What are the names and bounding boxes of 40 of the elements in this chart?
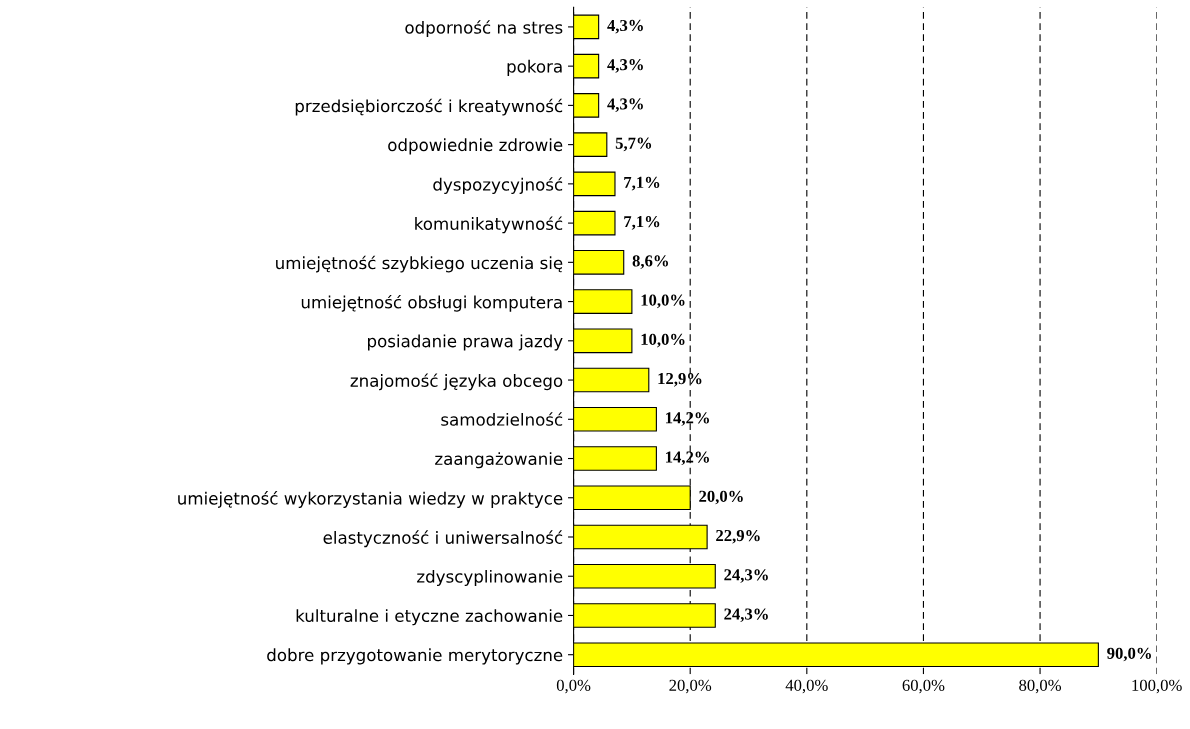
y-tick-label: komunikatywność <box>415 216 563 234</box>
y-tick-label: samodzielność <box>441 412 563 426</box>
data-label: 4,3% <box>607 59 643 73</box>
data-label: 4,3% <box>607 19 643 34</box>
y-tick-label: przedsiębiorczość i kreatywność <box>295 98 563 116</box>
x-tick-label: 20,0% <box>669 679 712 694</box>
y-tick-label: znajomość języka obcego <box>350 373 563 391</box>
data-label: 90,0% <box>1107 647 1151 662</box>
y-tick-label: pokora <box>507 59 562 76</box>
y-tick-label: odporność na stres <box>405 20 563 38</box>
data-label: 5,7% <box>615 137 652 152</box>
y-tick-label: posiadanie prawa jazdy <box>368 334 563 351</box>
data-label: 4,3% <box>607 98 643 112</box>
data-label: 20,0% <box>699 490 743 505</box>
data-label: 24,3% <box>724 608 768 623</box>
y-tick-label: dyspozycyjność <box>433 177 563 194</box>
y-tick-label: zdyscyplinowanie <box>417 569 563 587</box>
x-tick-label: 60,0% <box>902 679 945 694</box>
data-label: 7,1% <box>624 216 660 230</box>
y-tick-label: zaangażowanie <box>435 452 563 469</box>
data-label: 7,1% <box>624 176 660 191</box>
y-tick-label: umiejętność szybkiego uczenia się <box>276 255 563 273</box>
y-tick-label: umiejętność obsługi komputera <box>301 294 562 312</box>
data-label: 10,0% <box>641 333 685 348</box>
y-tick-label: odpowiednie zdrowie <box>388 138 563 155</box>
data-label: 22,9% <box>716 529 760 544</box>
data-label: 14,2% <box>666 451 709 466</box>
data-label: 12,9% <box>658 372 702 387</box>
x-tick-label: 40,0% <box>785 679 828 694</box>
y-tick-label: dobre przygotowanie merytoryczne <box>267 648 563 665</box>
x-tick-label: 0,0% <box>556 679 591 694</box>
x-tick-label: 80,0% <box>1019 679 1062 694</box>
y-tick-label: kulturalne i etyczne zachowanie <box>296 609 563 626</box>
x-tick-label: 100,0% <box>1132 679 1182 694</box>
y-tick-label: umiejętność wykorzystania wiedzy w praktyce <box>178 491 563 508</box>
y-tick-label: elastyczność i uniwersalność <box>323 530 563 548</box>
data-label: 10,0% <box>641 294 685 309</box>
data-label: 8,6% <box>632 255 668 269</box>
data-label: 14,2% <box>666 412 709 426</box>
data-label: 24,3% <box>724 569 768 583</box>
